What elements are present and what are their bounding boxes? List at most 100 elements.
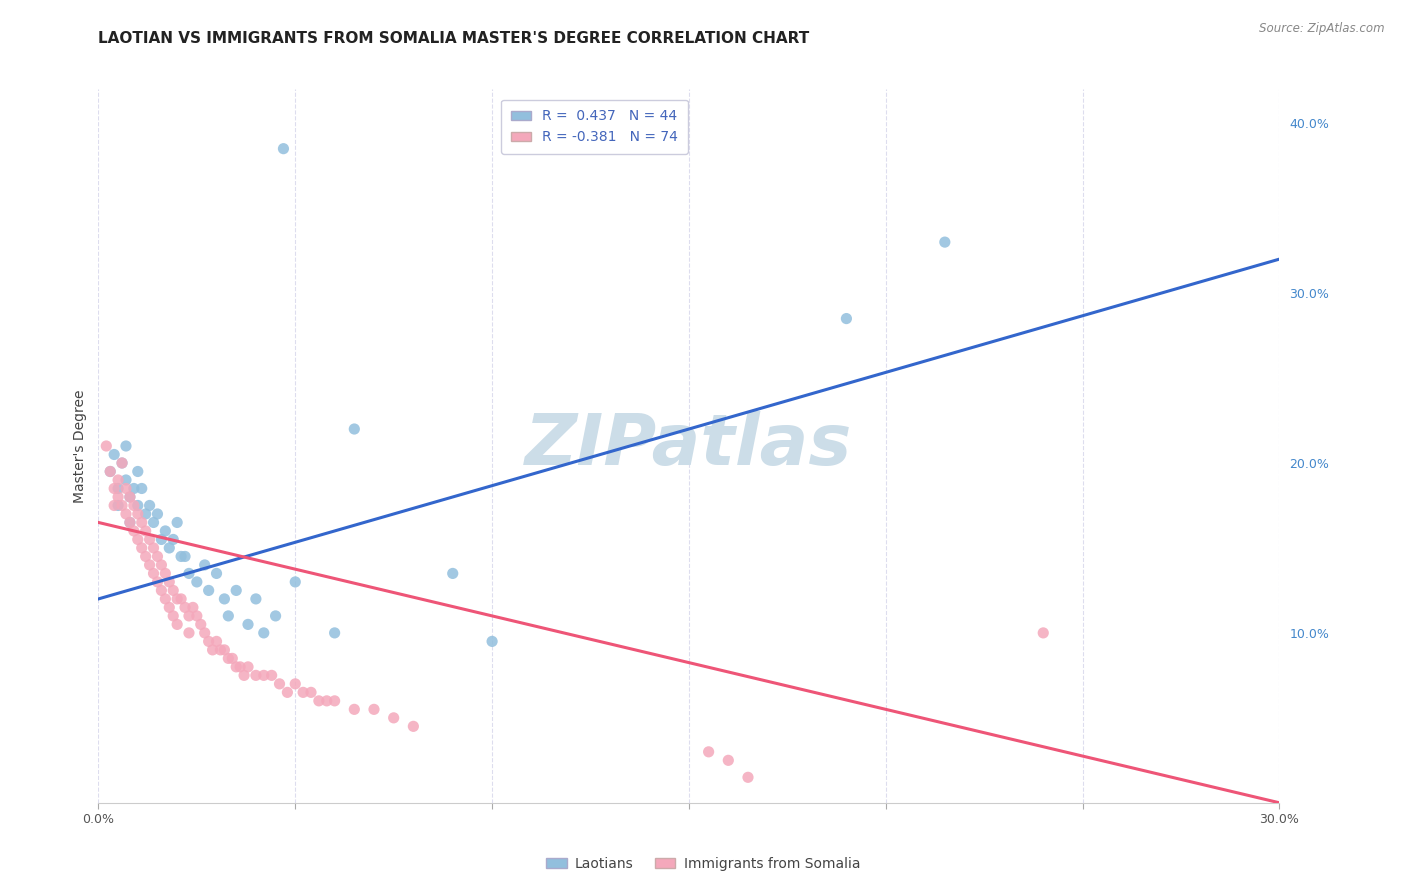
- Point: [177, 566, 200, 581]
- Point: [146, 574, 169, 589]
- Point: [934, 235, 956, 249]
- Point: [131, 516, 153, 530]
- Point: [236, 660, 259, 674]
- Point: [111, 456, 134, 470]
- Point: [245, 668, 267, 682]
- Point: [155, 591, 177, 606]
- Point: [273, 142, 295, 156]
- Point: [343, 702, 366, 716]
- Point: [217, 651, 239, 665]
- Point: [103, 499, 125, 513]
- Point: [225, 583, 247, 598]
- Point: [118, 490, 141, 504]
- Point: [177, 608, 200, 623]
- Y-axis label: Master's Degree: Master's Degree: [73, 389, 87, 503]
- Point: [217, 608, 239, 623]
- Point: [181, 600, 204, 615]
- Point: [299, 685, 322, 699]
- Point: [197, 583, 219, 598]
- Point: [150, 533, 173, 547]
- Point: [717, 753, 740, 767]
- Text: Source: ZipAtlas.com: Source: ZipAtlas.com: [1260, 22, 1385, 36]
- Point: [308, 694, 330, 708]
- Point: [174, 600, 197, 615]
- Point: [233, 668, 256, 682]
- Point: [236, 617, 259, 632]
- Point: [107, 490, 129, 504]
- Point: [98, 465, 121, 479]
- Point: [194, 626, 217, 640]
- Point: [135, 524, 157, 538]
- Point: [209, 643, 232, 657]
- Point: [162, 608, 184, 623]
- Point: [697, 745, 720, 759]
- Point: [284, 677, 307, 691]
- Point: [131, 482, 153, 496]
- Point: [103, 482, 125, 496]
- Point: [186, 574, 208, 589]
- Point: [142, 541, 165, 555]
- Point: [260, 668, 283, 682]
- Point: [190, 617, 212, 632]
- Point: [127, 465, 149, 479]
- Point: [323, 626, 346, 640]
- Point: [214, 643, 236, 657]
- Point: [162, 583, 184, 598]
- Point: [214, 591, 236, 606]
- Point: [142, 566, 165, 581]
- Point: [229, 660, 252, 674]
- Point: [155, 566, 177, 581]
- Point: [155, 524, 177, 538]
- Point: [205, 634, 228, 648]
- Point: [146, 507, 169, 521]
- Point: [118, 516, 141, 530]
- Point: [131, 541, 153, 555]
- Point: [201, 643, 224, 657]
- Point: [284, 574, 307, 589]
- Point: [115, 473, 138, 487]
- Point: [135, 549, 157, 564]
- Point: [253, 626, 276, 640]
- Point: [170, 549, 193, 564]
- Point: [107, 499, 129, 513]
- Point: [1032, 626, 1054, 640]
- Point: [127, 507, 149, 521]
- Point: [111, 499, 134, 513]
- Point: [138, 533, 160, 547]
- Point: [138, 499, 160, 513]
- Point: [194, 558, 217, 572]
- Point: [122, 482, 145, 496]
- Point: [115, 439, 138, 453]
- Point: [264, 608, 287, 623]
- Point: [253, 668, 276, 682]
- Point: [118, 516, 141, 530]
- Point: [481, 634, 503, 648]
- Point: [166, 617, 188, 632]
- Point: [166, 591, 188, 606]
- Point: [343, 422, 366, 436]
- Legend: R =  0.437   N = 44, R = -0.381   N = 74: R = 0.437 N = 44, R = -0.381 N = 74: [501, 100, 688, 154]
- Point: [127, 533, 149, 547]
- Point: [98, 465, 121, 479]
- Point: [122, 499, 145, 513]
- Text: LAOTIAN VS IMMIGRANTS FROM SOMALIA MASTER'S DEGREE CORRELATION CHART: LAOTIAN VS IMMIGRANTS FROM SOMALIA MASTE…: [98, 31, 810, 46]
- Point: [292, 685, 315, 699]
- Point: [402, 719, 425, 733]
- Point: [382, 711, 405, 725]
- Point: [315, 694, 337, 708]
- Point: [323, 694, 346, 708]
- Point: [269, 677, 291, 691]
- Point: [146, 549, 169, 564]
- Legend: Laotians, Immigrants from Somalia: Laotians, Immigrants from Somalia: [540, 851, 866, 876]
- Point: [245, 591, 267, 606]
- Point: [135, 507, 157, 521]
- Point: [441, 566, 464, 581]
- Point: [157, 574, 180, 589]
- Point: [221, 651, 243, 665]
- Point: [166, 516, 188, 530]
- Point: [138, 558, 160, 572]
- Point: [142, 516, 165, 530]
- Point: [96, 439, 118, 453]
- Point: [150, 583, 173, 598]
- Point: [107, 473, 129, 487]
